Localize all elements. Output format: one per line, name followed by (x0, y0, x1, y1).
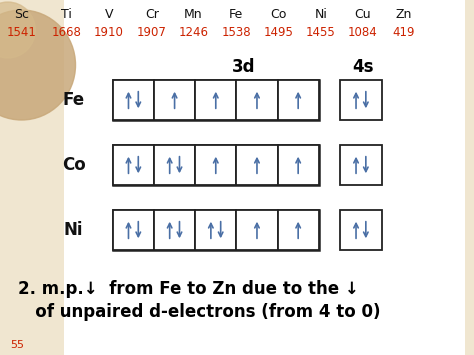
Text: Ti: Ti (61, 8, 72, 21)
Text: 4s: 4s (352, 58, 374, 76)
Bar (340, 80, 382, 120)
Bar (113, 145, 154, 185)
Bar (195, 210, 237, 250)
Text: Cu: Cu (355, 8, 371, 21)
Text: 2. m.p.↓  from Fe to Zn due to the ↓: 2. m.p.↓ from Fe to Zn due to the ↓ (18, 280, 358, 298)
Bar (278, 145, 319, 185)
Text: 55: 55 (10, 340, 24, 350)
Text: Co: Co (62, 156, 85, 174)
Bar (195, 145, 237, 185)
Text: Zn: Zn (396, 8, 412, 21)
Bar (154, 80, 195, 120)
Text: Fe: Fe (63, 91, 85, 109)
Text: 1455: 1455 (306, 26, 336, 39)
Text: Sc: Sc (14, 8, 29, 21)
Text: Ni: Ni (314, 8, 327, 21)
Text: 1907: 1907 (137, 26, 167, 39)
Bar (154, 145, 195, 185)
Text: 1541: 1541 (7, 26, 36, 39)
Text: Ni: Ni (64, 221, 83, 239)
Text: Co: Co (270, 8, 287, 21)
Bar (278, 210, 319, 250)
Circle shape (0, 10, 75, 120)
Text: 1538: 1538 (221, 26, 251, 39)
Text: Cr: Cr (145, 8, 159, 21)
Text: 1668: 1668 (52, 26, 82, 39)
Text: Mn: Mn (184, 8, 202, 21)
Bar (278, 80, 319, 120)
Bar (64, 0, 465, 355)
Bar (154, 210, 195, 250)
Bar (237, 145, 278, 185)
Text: V: V (105, 8, 113, 21)
Bar (340, 145, 382, 185)
Bar (113, 80, 319, 120)
Bar (237, 80, 278, 120)
Bar (340, 210, 382, 250)
Bar (113, 210, 319, 250)
Bar (195, 80, 237, 120)
Text: 3d: 3d (231, 58, 255, 76)
Text: Fe: Fe (229, 8, 244, 21)
Text: 1084: 1084 (348, 26, 378, 39)
Text: 1910: 1910 (94, 26, 124, 39)
Text: 1246: 1246 (178, 26, 208, 39)
Bar (113, 80, 154, 120)
Bar (113, 210, 154, 250)
Text: 419: 419 (393, 26, 415, 39)
Bar (113, 145, 319, 185)
Text: 1495: 1495 (264, 26, 293, 39)
Circle shape (0, 2, 35, 58)
Bar (237, 210, 278, 250)
Text: of unpaired d-electrons (from 4 to 0): of unpaired d-electrons (from 4 to 0) (18, 303, 380, 321)
